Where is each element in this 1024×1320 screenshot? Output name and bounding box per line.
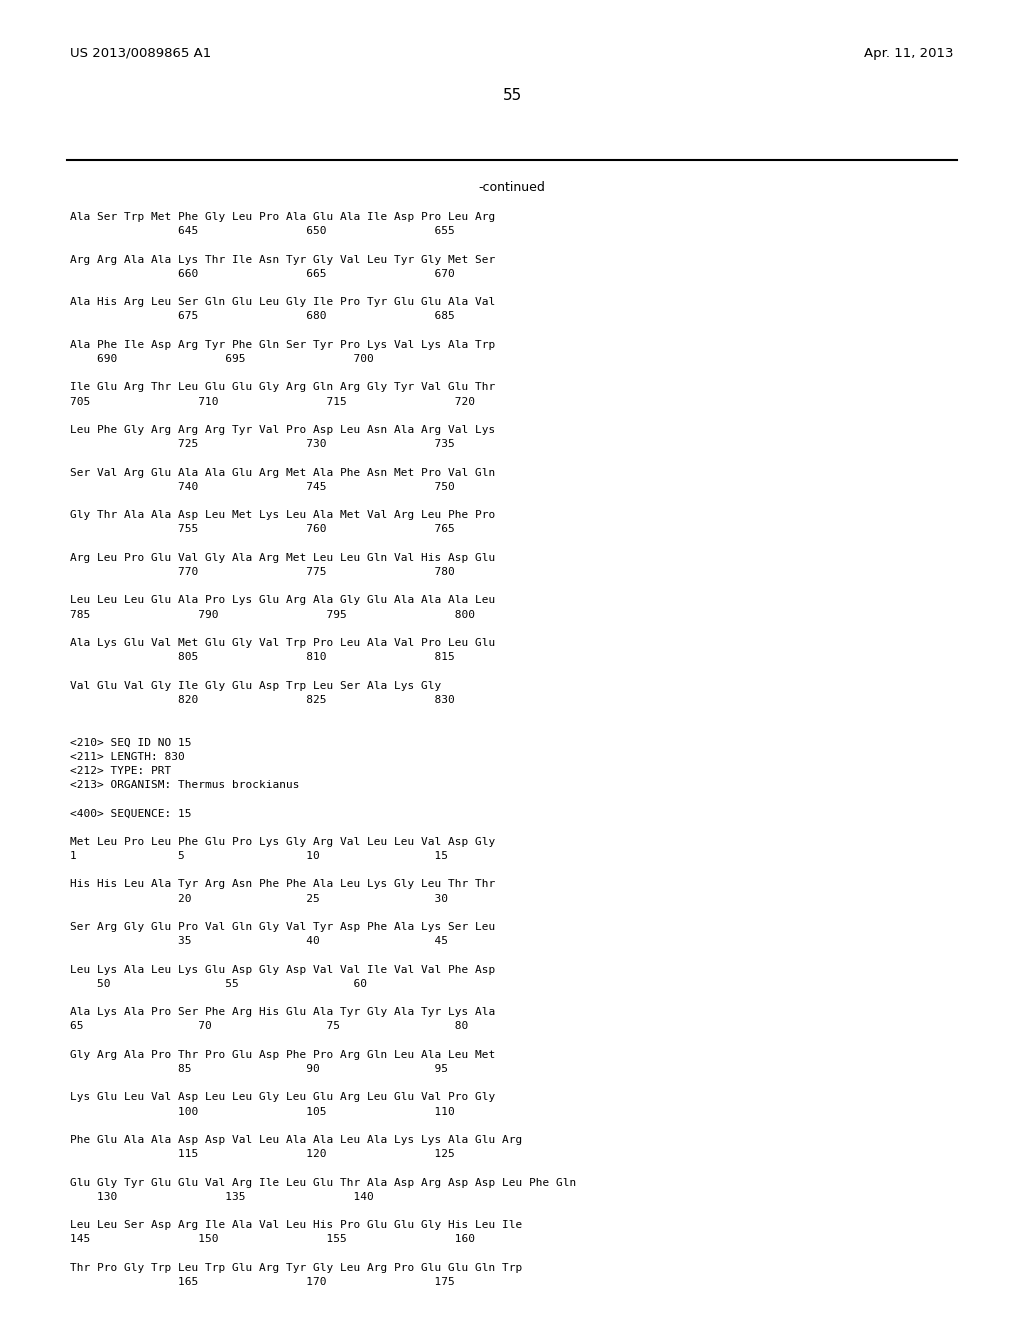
Text: <213> ORGANISM: Thermus brockianus: <213> ORGANISM: Thermus brockianus <box>70 780 299 789</box>
Text: 645                650                655: 645 650 655 <box>70 226 455 236</box>
Text: Leu Leu Leu Glu Ala Pro Lys Glu Arg Ala Gly Glu Ala Ala Ala Leu: Leu Leu Leu Glu Ala Pro Lys Glu Arg Ala … <box>70 595 495 606</box>
Text: 50                 55                 60: 50 55 60 <box>70 979 367 989</box>
Text: 740                745                750: 740 745 750 <box>70 482 455 492</box>
Text: Gly Thr Ala Ala Asp Leu Met Lys Leu Ala Met Val Arg Leu Phe Pro: Gly Thr Ala Ala Asp Leu Met Lys Leu Ala … <box>70 511 495 520</box>
Text: Arg Arg Ala Ala Lys Thr Ile Asn Tyr Gly Val Leu Tyr Gly Met Ser: Arg Arg Ala Ala Lys Thr Ile Asn Tyr Gly … <box>70 255 495 264</box>
Text: <210> SEQ ID NO 15: <210> SEQ ID NO 15 <box>70 738 191 747</box>
Text: 115                120                125: 115 120 125 <box>70 1150 455 1159</box>
Text: 705                710                715                720: 705 710 715 720 <box>70 396 475 407</box>
Text: Phe Glu Ala Ala Asp Asp Val Leu Ala Ala Leu Ala Lys Lys Ala Glu Arg: Phe Glu Ala Ala Asp Asp Val Leu Ala Ala … <box>70 1135 522 1144</box>
Text: 100                105                110: 100 105 110 <box>70 1106 455 1117</box>
Text: 20                 25                 30: 20 25 30 <box>70 894 447 904</box>
Text: Leu Lys Ala Leu Lys Glu Asp Gly Asp Val Val Ile Val Val Phe Asp: Leu Lys Ala Leu Lys Glu Asp Gly Asp Val … <box>70 965 495 974</box>
Text: Ser Arg Gly Glu Pro Val Gln Gly Val Tyr Asp Phe Ala Lys Ser Leu: Ser Arg Gly Glu Pro Val Gln Gly Val Tyr … <box>70 921 495 932</box>
Text: Thr Pro Gly Trp Leu Trp Glu Arg Tyr Gly Leu Arg Pro Glu Glu Gln Trp: Thr Pro Gly Trp Leu Trp Glu Arg Tyr Gly … <box>70 1263 522 1272</box>
Text: Ser Val Arg Glu Ala Ala Glu Arg Met Ala Phe Asn Met Pro Val Gln: Ser Val Arg Glu Ala Ala Glu Arg Met Ala … <box>70 467 495 478</box>
Text: Glu Gly Tyr Glu Glu Val Arg Ile Leu Glu Thr Ala Asp Arg Asp Asp Leu Phe Gln: Glu Gly Tyr Glu Glu Val Arg Ile Leu Glu … <box>70 1177 575 1188</box>
Text: 165                170                175: 165 170 175 <box>70 1276 455 1287</box>
Text: 770                775                780: 770 775 780 <box>70 568 455 577</box>
Text: Leu Phe Gly Arg Arg Arg Tyr Val Pro Asp Leu Asn Ala Arg Val Lys: Leu Phe Gly Arg Arg Arg Tyr Val Pro Asp … <box>70 425 495 436</box>
Text: 55: 55 <box>503 88 521 103</box>
Text: US 2013/0089865 A1: US 2013/0089865 A1 <box>70 48 211 59</box>
Text: 785                790                795                800: 785 790 795 800 <box>70 610 475 619</box>
Text: Arg Leu Pro Glu Val Gly Ala Arg Met Leu Leu Gln Val His Asp Glu: Arg Leu Pro Glu Val Gly Ala Arg Met Leu … <box>70 553 495 562</box>
Text: 1               5                  10                 15: 1 5 10 15 <box>70 851 447 861</box>
Text: Leu Leu Ser Asp Arg Ile Ala Val Leu His Pro Glu Glu Gly His Leu Ile: Leu Leu Ser Asp Arg Ile Ala Val Leu His … <box>70 1220 522 1230</box>
Text: 675                680                685: 675 680 685 <box>70 312 455 321</box>
Text: His His Leu Ala Tyr Arg Asn Phe Phe Ala Leu Lys Gly Leu Thr Thr: His His Leu Ala Tyr Arg Asn Phe Phe Ala … <box>70 879 495 890</box>
Text: 805                810                815: 805 810 815 <box>70 652 455 663</box>
Text: 35                 40                 45: 35 40 45 <box>70 936 447 946</box>
Text: 145                150                155                160: 145 150 155 160 <box>70 1234 475 1245</box>
Text: 690                695                700: 690 695 700 <box>70 354 374 364</box>
Text: Ala His Arg Leu Ser Gln Glu Leu Gly Ile Pro Tyr Glu Glu Ala Val: Ala His Arg Leu Ser Gln Glu Leu Gly Ile … <box>70 297 495 308</box>
Text: Met Leu Pro Leu Phe Glu Pro Lys Gly Arg Val Leu Leu Val Asp Gly: Met Leu Pro Leu Phe Glu Pro Lys Gly Arg … <box>70 837 495 847</box>
Text: Ala Lys Ala Pro Ser Phe Arg His Glu Ala Tyr Gly Ala Tyr Lys Ala: Ala Lys Ala Pro Ser Phe Arg His Glu Ala … <box>70 1007 495 1018</box>
Text: Gly Arg Ala Pro Thr Pro Glu Asp Phe Pro Arg Gln Leu Ala Leu Met: Gly Arg Ala Pro Thr Pro Glu Asp Phe Pro … <box>70 1049 495 1060</box>
Text: 725                730                735: 725 730 735 <box>70 440 455 449</box>
Text: <211> LENGTH: 830: <211> LENGTH: 830 <box>70 751 184 762</box>
Text: 85                 90                 95: 85 90 95 <box>70 1064 447 1074</box>
Text: Ala Lys Glu Val Met Glu Gly Val Trp Pro Leu Ala Val Pro Leu Glu: Ala Lys Glu Val Met Glu Gly Val Trp Pro … <box>70 638 495 648</box>
Text: 130                135                140: 130 135 140 <box>70 1192 374 1201</box>
Text: Val Glu Val Gly Ile Gly Glu Asp Trp Leu Ser Ala Lys Gly: Val Glu Val Gly Ile Gly Glu Asp Trp Leu … <box>70 681 441 690</box>
Text: Ile Glu Arg Thr Leu Glu Glu Gly Arg Gln Arg Gly Tyr Val Glu Thr: Ile Glu Arg Thr Leu Glu Glu Gly Arg Gln … <box>70 383 495 392</box>
Text: 755                760                765: 755 760 765 <box>70 524 455 535</box>
Text: <400> SEQUENCE: 15: <400> SEQUENCE: 15 <box>70 808 191 818</box>
Text: Apr. 11, 2013: Apr. 11, 2013 <box>864 48 954 59</box>
Text: 65                 70                 75                 80: 65 70 75 80 <box>70 1022 468 1031</box>
Text: -continued: -continued <box>478 181 546 194</box>
Text: Ala Phe Ile Asp Arg Tyr Phe Gln Ser Tyr Pro Lys Val Lys Ala Trp: Ala Phe Ile Asp Arg Tyr Phe Gln Ser Tyr … <box>70 339 495 350</box>
Text: <212> TYPE: PRT: <212> TYPE: PRT <box>70 766 171 776</box>
Text: 820                825                830: 820 825 830 <box>70 694 455 705</box>
Text: Lys Glu Leu Val Asp Leu Leu Gly Leu Glu Arg Leu Glu Val Pro Gly: Lys Glu Leu Val Asp Leu Leu Gly Leu Glu … <box>70 1093 495 1102</box>
Text: Ala Ser Trp Met Phe Gly Leu Pro Ala Glu Ala Ile Asp Pro Leu Arg: Ala Ser Trp Met Phe Gly Leu Pro Ala Glu … <box>70 213 495 222</box>
Text: 660                665                670: 660 665 670 <box>70 269 455 279</box>
